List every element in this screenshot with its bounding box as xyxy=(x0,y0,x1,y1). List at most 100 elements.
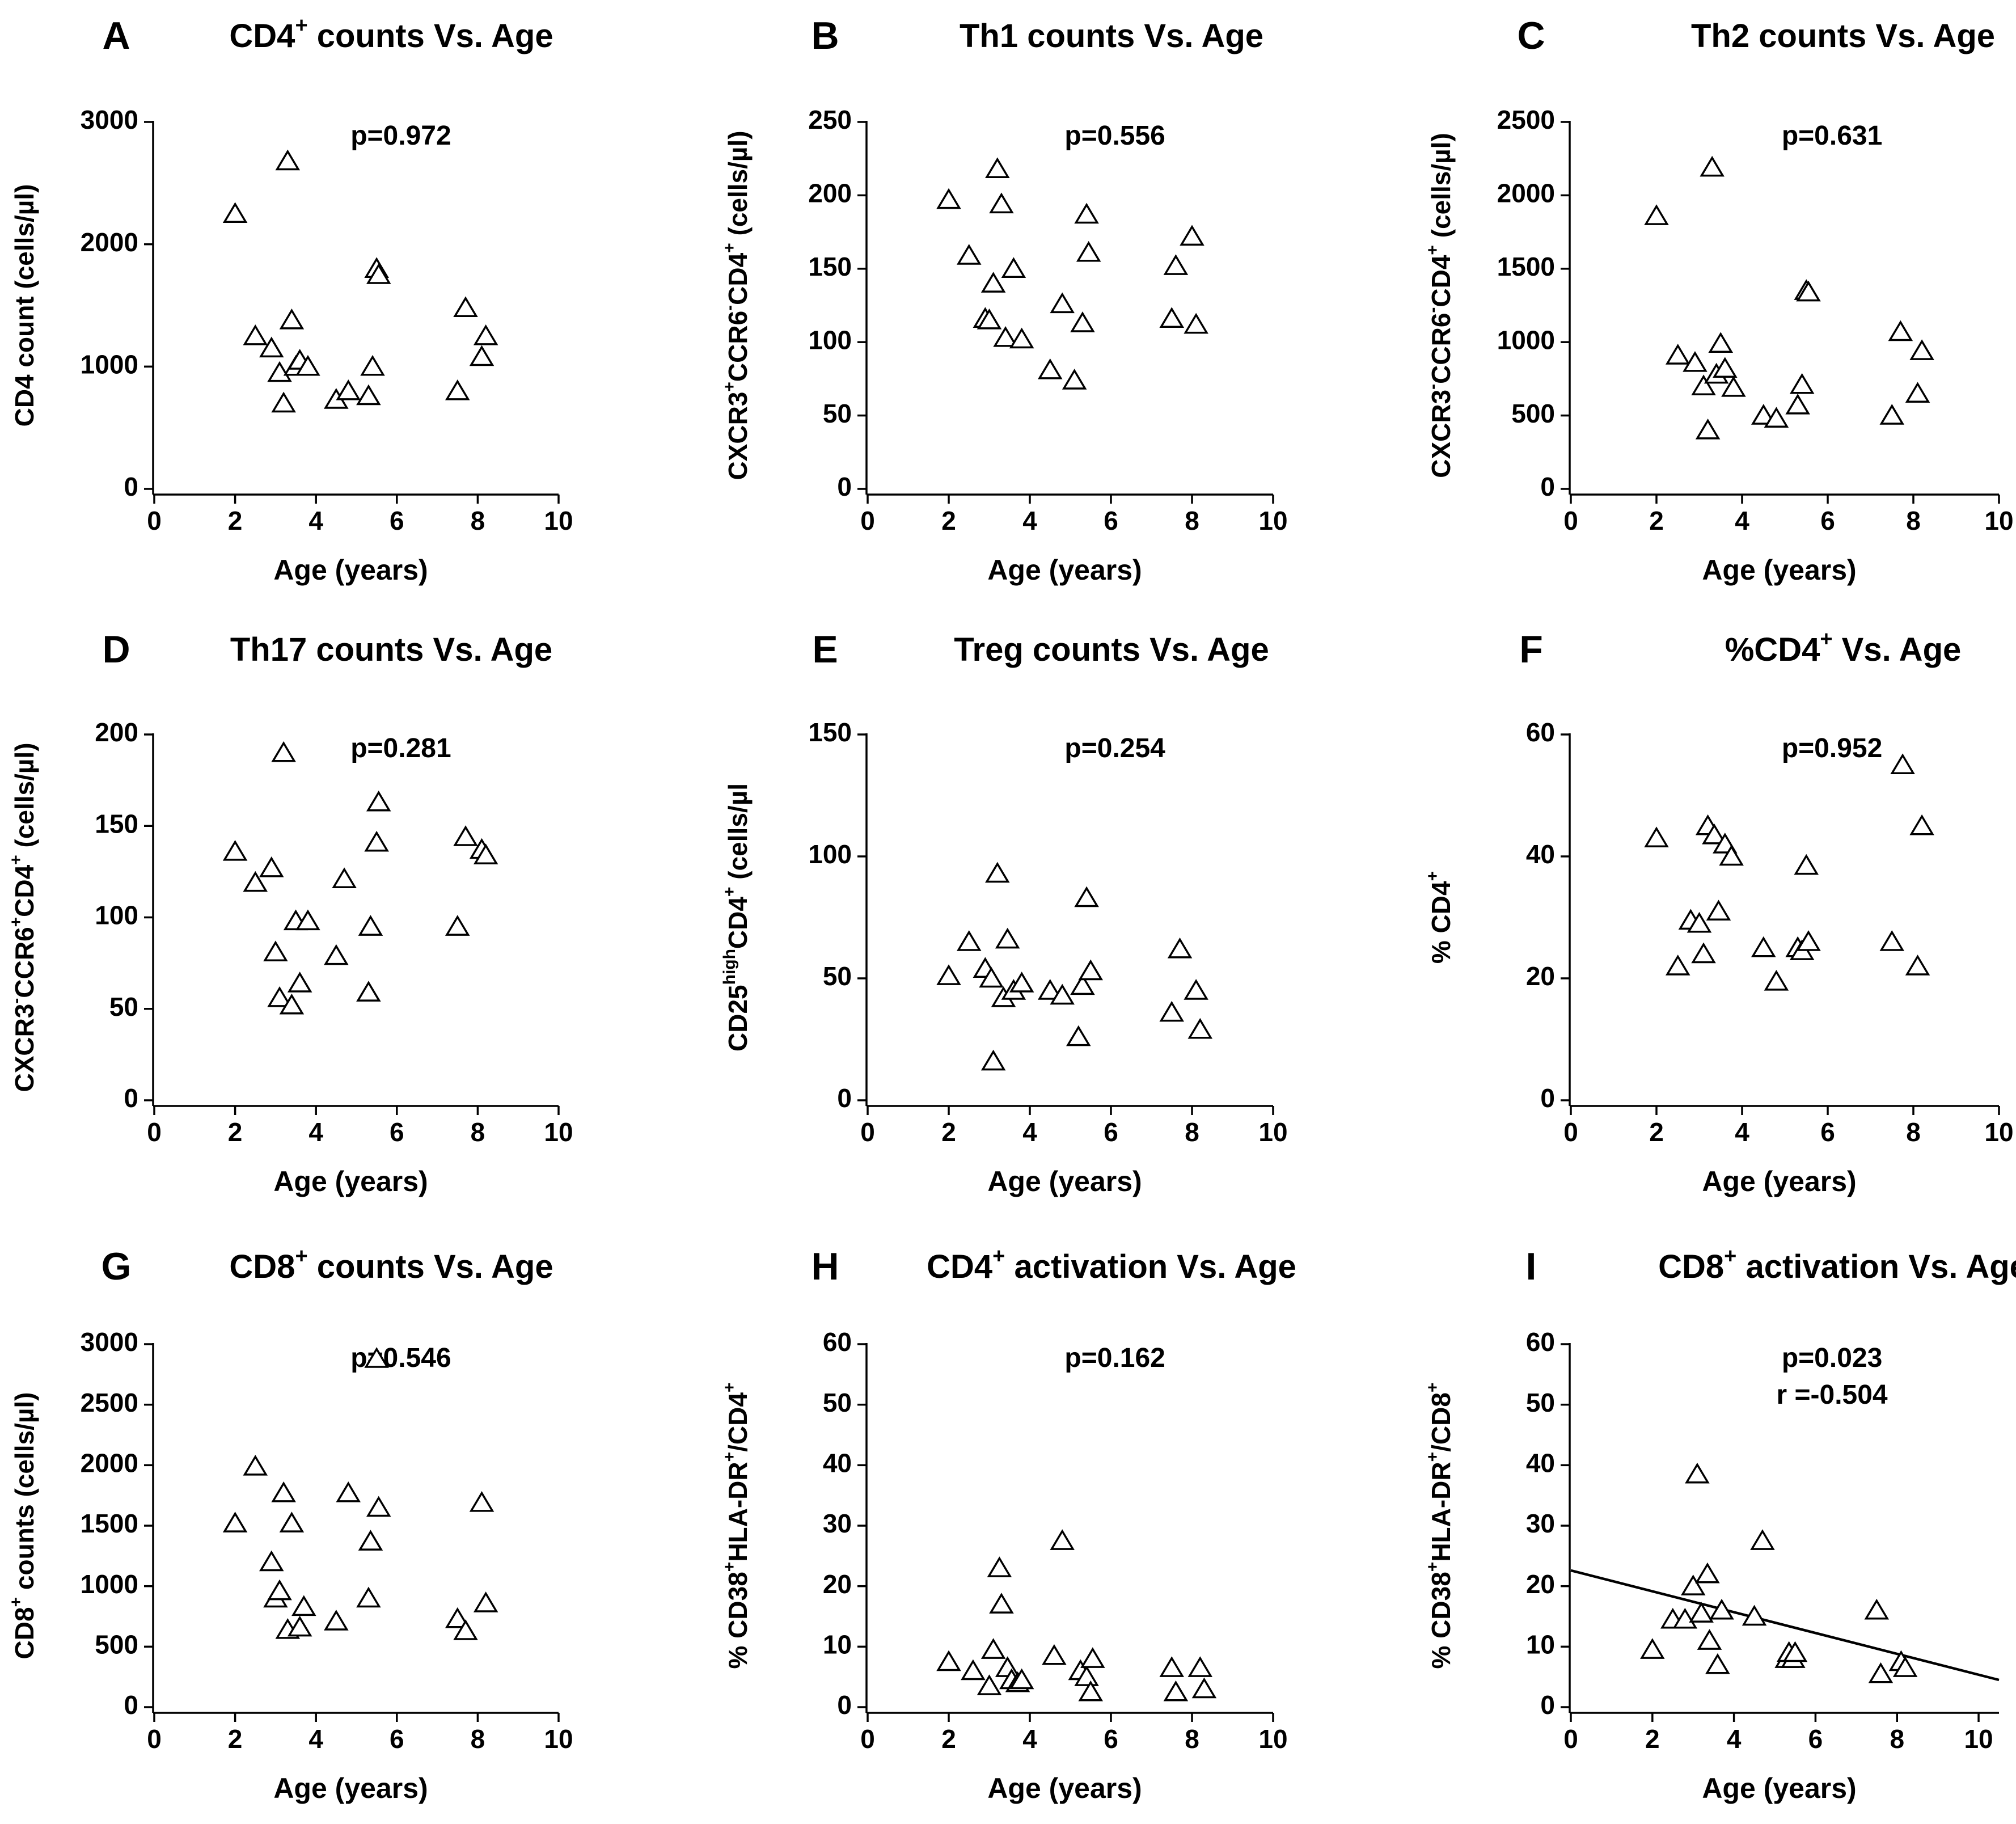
data-point xyxy=(1750,1529,1775,1550)
y-tick-label: 0 xyxy=(124,1690,138,1720)
p-value-annotation: p=0.254 xyxy=(1064,733,1165,763)
data-point xyxy=(356,1586,381,1608)
data-point xyxy=(1794,854,1819,875)
data-point xyxy=(977,1674,1002,1695)
x-tick-label: 2 xyxy=(941,1724,956,1754)
x-tick-label: 6 xyxy=(390,1117,404,1147)
data-point xyxy=(358,1530,383,1551)
trend-line xyxy=(1570,1569,2000,1682)
x-tick-label: 4 xyxy=(1022,1724,1037,1754)
x-tick-label: 10 xyxy=(1964,1724,1993,1754)
y-tick-label: 0 xyxy=(124,472,138,501)
y-tick-label: 50 xyxy=(109,992,138,1021)
x-tick-label: 6 xyxy=(1820,506,1835,535)
x-axis-label: Age (years) xyxy=(987,1772,1142,1804)
y-tick-label: 60 xyxy=(823,1327,852,1357)
x-tick-label: 8 xyxy=(1890,1724,1904,1754)
data-point xyxy=(1078,1680,1104,1701)
data-point xyxy=(995,927,1020,949)
chart-title: Th2 counts Vs. Age xyxy=(1691,18,1995,54)
x-tick-label: 10 xyxy=(1984,506,2013,535)
y-axis-label: CD8+ counts (cells/µl) xyxy=(7,1392,39,1660)
y-tick-label: 200 xyxy=(95,717,138,747)
y-axis-label: CXCR3+CCR6-CD4+ (cells/µl) xyxy=(720,130,753,480)
data-point xyxy=(989,192,1014,214)
p-value-annotation: p=0.546 xyxy=(350,1343,451,1373)
data-point xyxy=(1070,311,1095,332)
data-point xyxy=(985,157,1010,179)
y-tick-label: 40 xyxy=(823,1448,852,1477)
y-tick-label: 250 xyxy=(808,105,852,134)
chart-title: Th17 counts Vs. Age xyxy=(230,631,552,668)
data-point xyxy=(1001,257,1026,278)
data-point xyxy=(366,1496,391,1517)
x-tick-label: 2 xyxy=(941,1117,956,1147)
data-point xyxy=(275,149,301,171)
data-point xyxy=(243,324,268,345)
p-value-annotation: p=0.162 xyxy=(1064,1343,1165,1373)
p-value-annotation: r =-0.504 xyxy=(1776,1380,1887,1410)
y-tick-label: 50 xyxy=(823,1388,852,1417)
y-tick-label: 0 xyxy=(1540,1083,1555,1113)
y-tick-label: 0 xyxy=(124,1083,138,1113)
data-point xyxy=(1719,845,1744,866)
data-point xyxy=(1037,979,1063,1000)
panel-f: F %CD4+ Vs. Age 0 20 40 60 0 2 4 6 8 10 Age (years)%… xyxy=(1423,627,2013,1197)
y-tick-label: 1500 xyxy=(81,1509,138,1538)
y-tick-label: 0 xyxy=(837,1083,852,1113)
data-point xyxy=(259,856,284,877)
chart-title: Th1 counts Vs. Age xyxy=(960,18,1263,54)
y-tick-label: 2000 xyxy=(81,227,138,257)
x-tick-label: 2 xyxy=(228,1117,243,1147)
y-axis-label: CD4 count (cells/µl) xyxy=(10,184,39,427)
y-tick-label: 2000 xyxy=(1497,179,1555,208)
y-tick-label: 0 xyxy=(837,472,852,501)
data-point xyxy=(1796,280,1821,302)
data-point xyxy=(1074,1665,1099,1686)
data-point xyxy=(356,981,381,1002)
data-point xyxy=(1785,394,1810,415)
x-tick-label: 0 xyxy=(1563,1724,1578,1754)
data-point xyxy=(1680,1574,1706,1595)
data-point xyxy=(469,345,495,366)
data-point xyxy=(243,871,268,892)
data-point xyxy=(1050,983,1075,1005)
x-tick-label: 10 xyxy=(1984,1117,2013,1147)
y-tick-label: 20 xyxy=(1526,961,1555,991)
data-point xyxy=(222,839,248,861)
x-tick-label: 6 xyxy=(390,1724,404,1754)
y-tick-label: 2500 xyxy=(1497,105,1555,134)
x-tick-label: 6 xyxy=(1104,506,1118,535)
data-point xyxy=(356,384,381,406)
y-tick-label: 60 xyxy=(1526,717,1555,747)
panel-h: H CD4+ activation Vs. Age 0 10 20 30 40 50 60 0 2 4… xyxy=(720,1244,1296,1804)
data-point xyxy=(1078,959,1104,981)
panel-letter-b: B xyxy=(811,14,839,57)
data-point xyxy=(1066,1025,1091,1046)
chart-title: CD8+ counts Vs. Age xyxy=(229,1244,553,1285)
data-point xyxy=(1909,339,1934,360)
y-tick-label: 10 xyxy=(823,1629,852,1659)
p-value-annotation: p=0.631 xyxy=(1782,121,1882,151)
x-tick-label: 0 xyxy=(1563,506,1578,535)
y-tick-label: 0 xyxy=(1540,1690,1555,1720)
data-point xyxy=(1159,307,1185,328)
panel-letter-h: H xyxy=(811,1245,839,1288)
data-point xyxy=(473,843,498,865)
y-tick-label: 2500 xyxy=(81,1388,138,1417)
data-point xyxy=(1695,1562,1720,1584)
data-point xyxy=(961,1659,986,1681)
y-tick-label: 20 xyxy=(1526,1569,1555,1599)
data-point xyxy=(1640,1638,1665,1659)
x-axis-label: Age (years) xyxy=(273,554,428,586)
y-tick-label: 0 xyxy=(1540,472,1555,501)
data-point xyxy=(1187,1017,1213,1039)
p-value-annotation: p=0.281 xyxy=(350,733,451,763)
x-axis-label: Age (years) xyxy=(1702,1166,1856,1197)
y-tick-label: 1000 xyxy=(81,349,138,379)
y-tick-label: 30 xyxy=(1526,1509,1555,1538)
panel-letter-f: F xyxy=(1519,628,1543,671)
data-point xyxy=(271,1481,296,1502)
p-value-annotation: p=0.952 xyxy=(1782,733,1882,763)
data-point xyxy=(267,1579,292,1601)
